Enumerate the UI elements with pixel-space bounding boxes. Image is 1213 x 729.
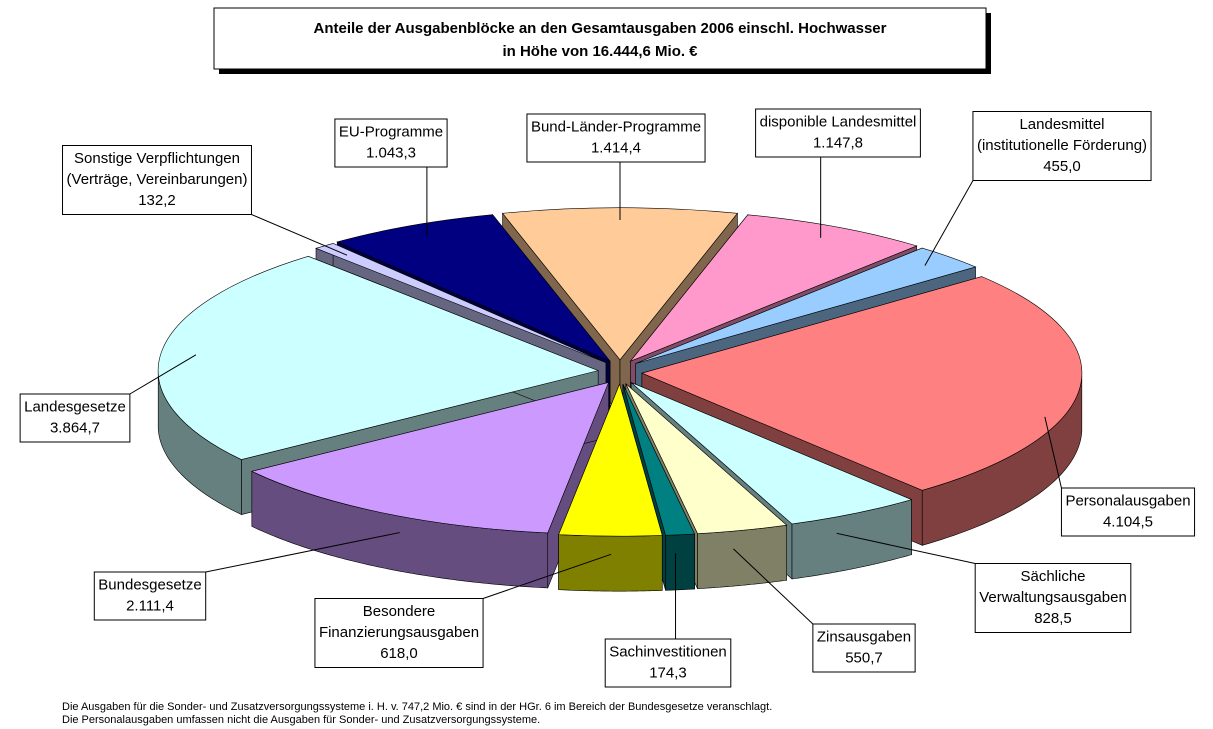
footnote: Die Personalausgaben umfassen nicht die … [62,714,540,726]
data-label: Personalausgaben 4.104,5 [1044,416,1196,537]
slice [635,247,977,364]
slice-label: Sachinvestitionen [609,643,727,660]
label-box [93,571,207,621]
slice-label: Verwaltungsausgaben [979,589,1127,606]
slice [630,382,913,525]
value-label: 174,3 [649,664,687,681]
data-label: Landesgesetze 3.864,7 [19,354,197,443]
slice [336,214,611,362]
value-label: 455,0 [1043,158,1081,175]
slice-tops [157,207,1083,537]
data-label: Sächliche Verwaltungsausgaben 828,5 [836,532,1132,633]
slice-label: Bundesgesetze [98,576,201,593]
leader-line [836,532,976,564]
data-label: disponible Landesmittel 1.147,8 [755,108,921,238]
slice-label: Landesmittel [1019,116,1104,133]
leader-line [482,553,612,599]
footnote: Die Ausgaben für die Sonder- und Zusatzv… [62,701,772,713]
value-label: 1.043,3 [366,144,416,161]
data-label: EU-Programme 1.043,3 [334,118,448,237]
label-box [755,108,921,158]
value-label: 618,0 [380,645,418,662]
slice [622,383,696,536]
label-box [19,393,131,443]
data-label: Zinsausgaben 550,7 [733,548,916,673]
slice-label: Bund-Länder-Programme [531,118,701,135]
slice-side [558,534,663,592]
value-label: 2.111,4 [126,597,174,614]
leader-line [924,180,974,266]
value-label: 132,2 [138,192,176,209]
slice-side [665,533,695,591]
slice-label: (institutionelle Förderung) [977,137,1147,154]
slice-label: Landesgesetze [24,398,126,415]
slice-label: disponible Landesmittel [760,113,917,130]
label-box [334,118,448,168]
leader-line [1044,416,1062,489]
data-label: Bund-Länder-Programme 1.414,4 [526,113,706,220]
label-box [974,563,1132,633]
slice-label: Zinsausgaben [817,628,911,645]
slice-label: (Verträge, Vereinbarungen) [67,171,248,188]
label-box [604,638,732,688]
data-label: Sachinvestitionen 174,3 [604,553,732,688]
leader-line [205,532,400,573]
slice [625,383,788,534]
value-label: 550,7 [845,649,883,666]
label-box [314,598,484,668]
title-box [213,7,987,70]
label-box [972,111,1152,181]
slice-label: Personalausgaben [1065,492,1190,509]
slice [640,276,1083,491]
leader-line [733,548,814,625]
slice-label: Sonstige Verpflichtungen [74,150,240,167]
label-box [62,145,252,215]
value-label: 4.104,5 [1103,513,1153,530]
slice-label: Finanzierungsausgaben [319,624,479,641]
value-label: 3.864,7 [50,419,100,436]
value-label: 828,5 [1034,610,1072,627]
slice [558,383,663,537]
label-box [526,113,706,163]
label-box [1060,487,1196,537]
data-label: Landesmittel (institutionelle Förderung) 4… [924,111,1152,266]
data-label: Besondere Finanzierungsausgaben 618,0 [314,553,612,668]
chart-title: in Höhe von 16.444,6 Mio. € [502,43,698,60]
data-label: Bundesgesetze 2.111,4 [93,532,400,621]
slice-label: Besondere [363,603,436,620]
chart-title: Anteile der Ausgabenblöcke an den Gesamt… [314,20,887,37]
slice [629,214,918,362]
value-label: 1.147,8 [813,134,863,151]
data-label: Sonstige Verpflichtungen (Verträge, Verei… [62,145,348,256]
leader-line [251,214,348,256]
slice-label: Sächliche [1020,568,1085,585]
slice [157,255,600,460]
label-box [812,623,916,673]
slice [250,381,610,534]
value-label: 1.414,4 [591,139,641,156]
leader-line [129,354,197,395]
slice-label: EU-Programme [339,123,443,140]
